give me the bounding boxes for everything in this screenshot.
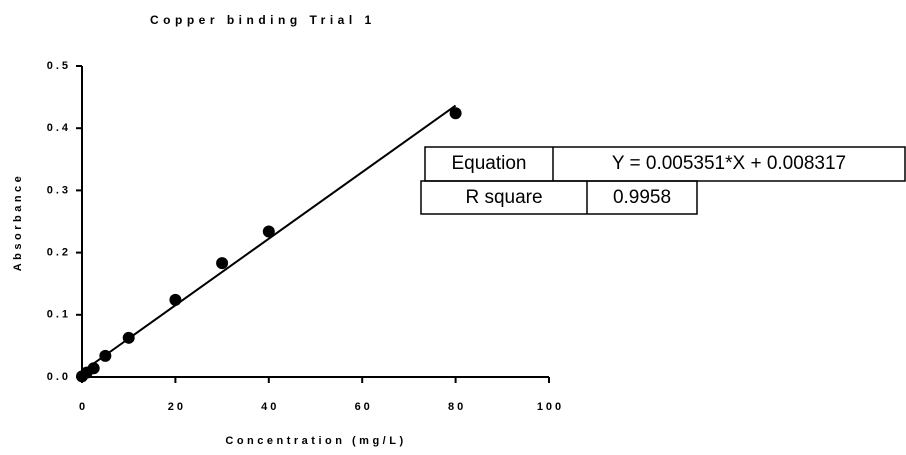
x-tick-label: 40 bbox=[261, 401, 279, 413]
point bbox=[216, 257, 229, 270]
point bbox=[449, 107, 462, 120]
fit-line bbox=[81, 104, 457, 373]
x-axis-label: Concentration (mg/L) bbox=[225, 435, 406, 447]
y-tick-label: 0.3 bbox=[47, 184, 71, 196]
y-tick-label: 0.4 bbox=[47, 122, 71, 134]
table-cell: R square bbox=[465, 187, 542, 208]
y-tick-label: 0.5 bbox=[47, 60, 71, 72]
table-row bbox=[420, 180, 698, 215]
y-axis-label: Absorbance bbox=[12, 173, 24, 272]
point bbox=[122, 331, 135, 344]
y-tick-label: 0.2 bbox=[47, 247, 71, 259]
point bbox=[262, 225, 275, 238]
y-tick-label: 0.1 bbox=[47, 309, 71, 321]
point bbox=[169, 293, 182, 306]
point bbox=[87, 362, 100, 375]
x-tick-label: 100 bbox=[537, 401, 564, 413]
table-cell: 0.9958 bbox=[613, 187, 671, 208]
point bbox=[99, 349, 112, 362]
x-tick-label: 20 bbox=[168, 401, 186, 413]
table-cell: Y = 0.005351*X + 0.008317 bbox=[612, 153, 846, 174]
x-tick-label: 60 bbox=[355, 401, 373, 413]
x-tick-label: 80 bbox=[448, 401, 466, 413]
y-tick-label: 0.0 bbox=[47, 371, 71, 383]
chart-title: Copper binding Trial 1 bbox=[150, 13, 376, 27]
fit-table bbox=[420, 146, 906, 215]
table-cell: Equation bbox=[451, 153, 526, 174]
x-tick-label: 0 bbox=[79, 401, 88, 413]
